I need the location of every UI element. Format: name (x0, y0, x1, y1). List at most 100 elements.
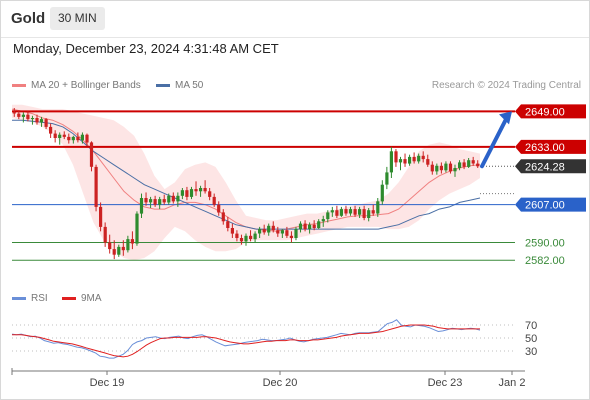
candle-body (417, 155, 421, 162)
time-axis-label: Dec 20 (263, 377, 298, 389)
price-label-text: 2624.28 (525, 161, 565, 173)
candle-body (371, 210, 375, 214)
timeframe-button[interactable]: 30 MIN (50, 7, 105, 30)
candle-body (435, 165, 439, 172)
candle-body (339, 209, 343, 216)
candle-body (458, 162, 462, 168)
candle-body (330, 210, 334, 213)
candle-body (453, 168, 457, 172)
candle-body (348, 209, 353, 214)
candle-body (53, 133, 57, 138)
candle-body (158, 199, 162, 205)
candle-body (212, 196, 216, 205)
candle-body (276, 230, 280, 234)
legend-rsi-label: RSI (31, 293, 48, 304)
price-label-2633.00: 2633.00 (515, 139, 586, 154)
candle-body (58, 134, 62, 138)
timestamp: Monday, December 23, 2024 4:31:48 AM CET (13, 41, 279, 56)
candle-body (167, 195, 171, 203)
candle-body (180, 190, 184, 196)
candle-body (139, 198, 144, 214)
candle-body (149, 199, 153, 203)
candle-body (312, 224, 316, 228)
candle-body (280, 230, 284, 234)
candle-body (44, 119, 48, 127)
candle-body (412, 156, 416, 162)
price-label-text: 2607.00 (525, 200, 565, 212)
candle-body (421, 155, 425, 160)
candle-body (462, 162, 466, 167)
candle-body (208, 191, 212, 197)
candle-body (239, 238, 244, 242)
candle-body (298, 223, 303, 230)
candle-body (471, 160, 475, 164)
price-label-tag (515, 104, 586, 119)
candle-body (62, 134, 66, 137)
candle-body (112, 249, 116, 255)
candle-body (176, 195, 180, 202)
candle-body (39, 119, 44, 123)
candle-body (267, 225, 271, 233)
candle-body (444, 163, 448, 171)
candle-body (121, 246, 125, 251)
bollinger-band-area (12, 104, 480, 261)
candle-body (253, 233, 257, 240)
candle-body (103, 226, 107, 243)
candle-body (94, 166, 98, 207)
legend-ma50: MA 50 (156, 80, 203, 91)
candle-body (35, 118, 39, 123)
legend-ma20-label: MA 20 + Bollinger Bands (31, 80, 141, 91)
candle-body (189, 189, 194, 197)
candle-body (217, 204, 221, 213)
candle-body (230, 228, 234, 234)
candle-body (71, 136, 75, 141)
price-label-2607.00: 2607.00 (515, 197, 586, 212)
candle-body (344, 209, 348, 214)
candle-body (398, 159, 403, 163)
candle-body (221, 212, 225, 222)
candle-body (153, 199, 157, 205)
forecast-arrow-shaft (480, 115, 509, 169)
candle-body (67, 136, 71, 141)
candle-body (271, 225, 275, 231)
legend-ma50-label: MA 50 (175, 80, 204, 91)
ma20-swatch (12, 84, 26, 87)
rsi-tick-label: 30 (525, 346, 537, 358)
candle-body (162, 199, 166, 203)
legend-9ma: 9MA (62, 293, 102, 304)
symbol-title: Gold (11, 10, 46, 27)
price-label-text: 2633.00 (525, 142, 565, 154)
candle-body (117, 246, 121, 255)
candle-body (185, 190, 189, 197)
chart-header: Gold 30 MIN (0, 0, 590, 37)
candle-body (326, 212, 330, 220)
candle-body (203, 188, 207, 192)
candle-body (85, 134, 89, 143)
candle-body (89, 142, 94, 167)
time-axis-label: Jan 2 (499, 377, 526, 389)
candle-body (144, 198, 148, 203)
candle-body (408, 156, 412, 164)
candle-body (467, 160, 471, 167)
rsi-9ma-line (12, 324, 480, 358)
candle-body (376, 201, 380, 214)
candle-body (108, 242, 112, 250)
copyright-note: Research © 2024 Trading Central (431, 80, 581, 91)
candle-body (249, 235, 253, 240)
candle-body (26, 114, 30, 120)
candle-body (426, 159, 430, 165)
candle-body (130, 239, 134, 244)
candle-body (76, 136, 80, 141)
price-label-tag (515, 139, 586, 154)
rsi-line (11, 319, 481, 359)
candle-body (17, 113, 21, 117)
candle-body (308, 224, 312, 230)
price-label-2624.28: 2624.28 (515, 159, 586, 174)
candle-body (49, 126, 53, 134)
candle-body (385, 172, 389, 185)
candle-body (258, 229, 262, 234)
ma9-swatch (62, 297, 76, 300)
candle-body (394, 151, 398, 163)
candle-body (358, 209, 362, 215)
